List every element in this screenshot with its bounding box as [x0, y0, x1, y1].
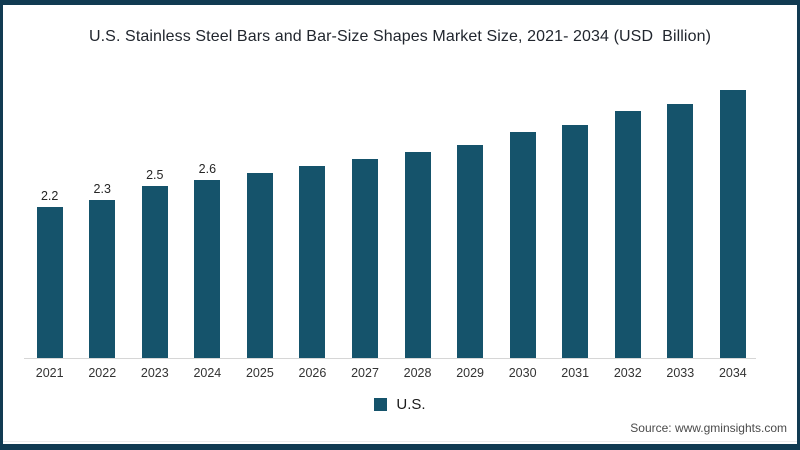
source-attribution: Source: www.gminsights.com	[630, 421, 787, 435]
bar-2032	[614, 111, 641, 358]
bar-2034	[719, 90, 746, 358]
bar-2027	[352, 159, 378, 358]
x-axis-label: 2031	[561, 366, 590, 380]
legend: U.S.	[3, 396, 797, 413]
bar-2026	[299, 166, 326, 358]
bar-value-label: 2.3	[93, 182, 111, 196]
x-axis-label: 2024	[193, 366, 222, 380]
x-axis-label: 2034	[718, 366, 747, 380]
bar-2030	[509, 132, 536, 358]
bar-2031	[562, 125, 589, 358]
x-axis-label: 2028	[403, 366, 432, 380]
bar-2024	[194, 180, 221, 358]
bar-value-label: 2.6	[198, 162, 217, 176]
legend-swatch-icon	[374, 398, 388, 411]
bar-2025	[246, 173, 273, 358]
bar-2033	[667, 104, 694, 358]
bar-2028	[404, 152, 431, 358]
bar-2021	[36, 207, 63, 358]
bar-value-label: 2.5	[146, 168, 164, 182]
x-axis-label: 2033	[666, 366, 695, 380]
x-axis-label: 2021	[35, 366, 64, 380]
x-axis-line	[24, 358, 756, 359]
x-axis-label: 2030	[508, 366, 537, 380]
bar-2023	[141, 186, 168, 358]
x-axis-label: 2027	[351, 366, 379, 380]
x-axis-label: 2023	[140, 366, 169, 380]
plot-area: 2.2 2021 2.3 2022 2.5 2023 2.6 2024 2025 2026 2027…	[3, 5, 797, 444]
chart-title: U.S. Stainless Steel Bars and Bar-Size S…	[88, 28, 712, 45]
x-axis-label: 2026	[298, 366, 327, 380]
bar-2022	[89, 200, 116, 358]
bar-value-label: 2.2	[40, 189, 59, 203]
bar-2029	[457, 145, 484, 358]
bottom-divider	[3, 441, 797, 442]
x-axis-label: 2022	[88, 366, 117, 380]
legend-label: U.S.	[396, 396, 426, 413]
x-axis-label: 2032	[613, 366, 642, 380]
x-axis-label: 2025	[245, 366, 274, 380]
x-axis-label: 2029	[456, 366, 484, 380]
